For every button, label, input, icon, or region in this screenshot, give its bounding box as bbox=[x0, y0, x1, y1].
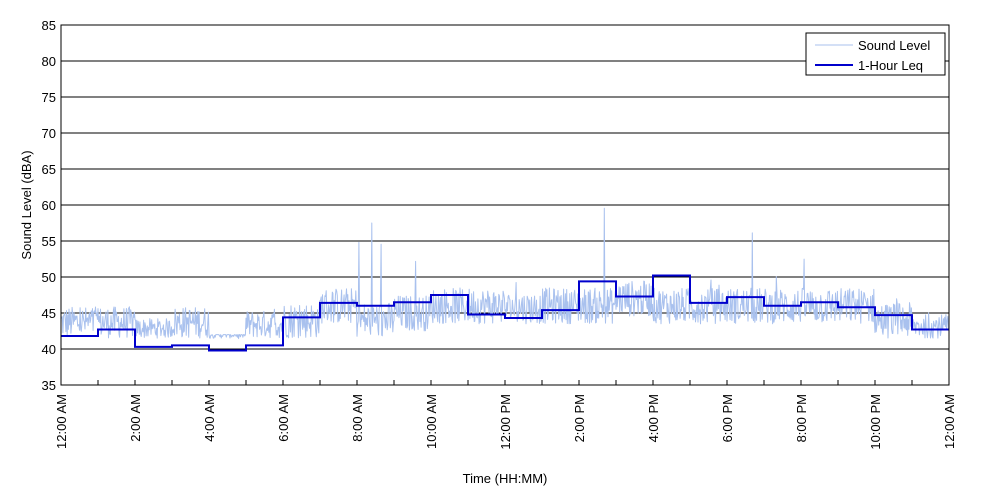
y-tick-label: 65 bbox=[42, 162, 56, 177]
x-tick-label: 10:00 AM bbox=[424, 394, 439, 449]
legend: Sound Level 1-Hour Leq bbox=[805, 32, 946, 76]
y-tick-label: 45 bbox=[42, 306, 56, 321]
y-tick-label: 35 bbox=[42, 378, 56, 393]
y-tick-label: 50 bbox=[42, 270, 56, 285]
x-tick-label: 8:00 PM bbox=[794, 394, 809, 442]
x-tick-label: 6:00 AM bbox=[276, 394, 291, 442]
x-axis-label: Time (HH:MM) bbox=[463, 471, 548, 486]
x-tick-label: 12:00 AM bbox=[942, 394, 957, 449]
plot-border bbox=[60, 24, 950, 386]
x-tick-label: 2:00 PM bbox=[572, 394, 587, 442]
x-axis-ticks: 12:00 AM 2:00 AM 4:00 AM 6:00 AM 8:00 AM 10:0… bbox=[54, 380, 957, 450]
x-tick-label: 4:00 PM bbox=[646, 394, 661, 442]
y-tick-label: 60 bbox=[42, 198, 56, 213]
x-tick-label: 12:00 PM bbox=[498, 394, 513, 450]
series-1-hour-leq-line bbox=[61, 274, 949, 352]
y-tick-label: 75 bbox=[42, 90, 56, 105]
y-tick-label: 85 bbox=[42, 18, 56, 33]
legend-label-1-hour-leq: 1-Hour Leq bbox=[858, 58, 923, 73]
legend-box bbox=[805, 32, 946, 76]
y-tick-label: 40 bbox=[42, 342, 56, 357]
x-tick-label: 4:00 AM bbox=[202, 394, 217, 442]
x-tick-label: 6:00 PM bbox=[720, 394, 735, 442]
y-tick-label: 80 bbox=[42, 54, 56, 69]
x-tick-label: 12:00 AM bbox=[54, 394, 69, 449]
y-tick-label: 55 bbox=[42, 234, 56, 249]
y-axis-ticks: 35 40 45 50 55 60 65 70 75 80 85 bbox=[42, 18, 56, 393]
y-tick-label: 70 bbox=[42, 126, 56, 141]
y-axis-label: Sound Level (dBA) bbox=[19, 150, 34, 259]
x-tick-label: 8:00 AM bbox=[350, 394, 365, 442]
x-tick-label: 2:00 AM bbox=[128, 394, 143, 442]
x-tick-label: 10:00 PM bbox=[868, 394, 883, 450]
legend-label-sound-level: Sound Level bbox=[858, 38, 930, 53]
